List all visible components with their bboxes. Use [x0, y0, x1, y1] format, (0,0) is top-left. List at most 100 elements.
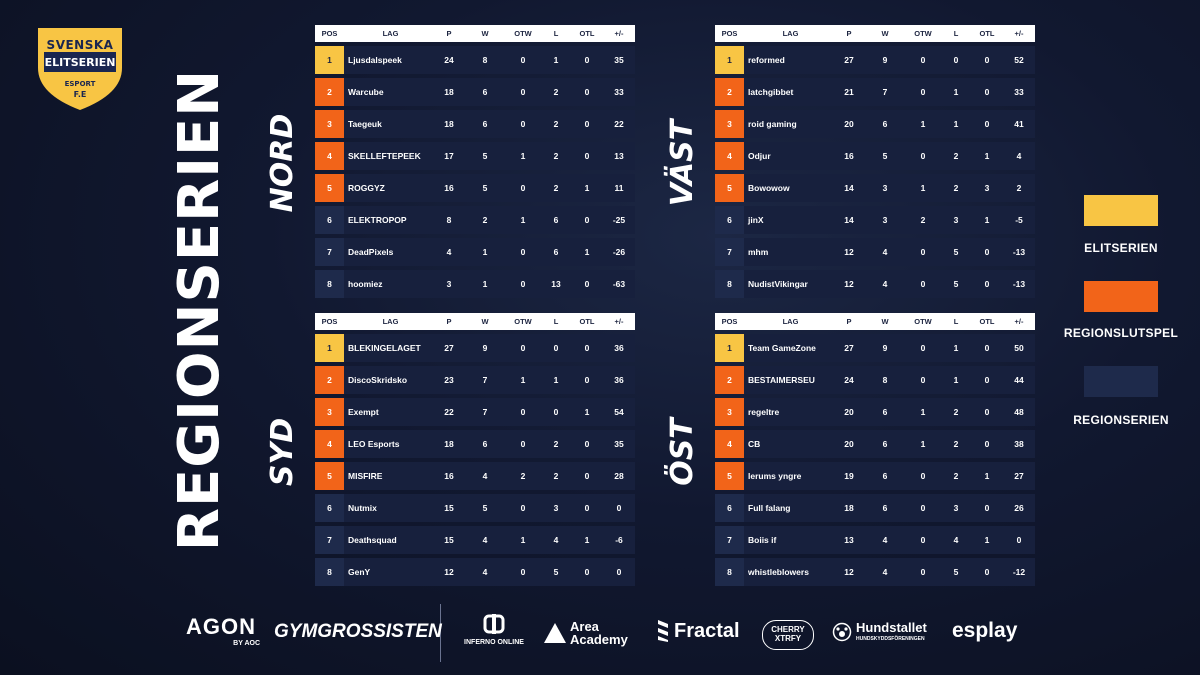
- table-row: 1 reformed 27 9 0 0 0 52: [715, 46, 1035, 74]
- cell-l: 2: [953, 471, 959, 481]
- cell-p: 3: [446, 279, 452, 289]
- cell-p: 16: [844, 151, 854, 161]
- cell-pm: 4: [1016, 151, 1022, 161]
- cell-otw: 0: [920, 279, 926, 289]
- cell-l: 0: [553, 407, 559, 417]
- sponsor-area-line1: Area: [570, 619, 599, 634]
- column-header-lag: LAG: [382, 317, 399, 326]
- cell-otw: 0: [520, 567, 526, 577]
- cell-l: 4: [553, 535, 559, 545]
- cell-w: 6: [482, 439, 488, 449]
- cell-pm: 48: [1014, 407, 1024, 417]
- cell-pos: 1: [315, 334, 344, 362]
- logo-line-1: SVENSKA: [46, 38, 114, 52]
- cell-pos: 7: [715, 526, 744, 554]
- cell-otw: 0: [920, 375, 926, 385]
- inferno-icon: [483, 614, 505, 634]
- sponsor-inferno: INFERNO ONLINE: [464, 639, 524, 646]
- team-name: Taegeuk: [348, 119, 382, 129]
- cell-otl: 0: [584, 215, 590, 225]
- cell-l: 6: [553, 247, 559, 257]
- team-name: regeltre: [748, 407, 780, 417]
- cell-pm: 33: [1014, 87, 1024, 97]
- cell-pm: -25: [612, 215, 626, 225]
- cell-pos: 5: [715, 462, 744, 490]
- cell-otw: 0: [520, 55, 526, 65]
- cell-pos: 3: [315, 398, 344, 426]
- cell-otw: 1: [520, 535, 526, 545]
- cell-otl: 1: [584, 247, 590, 257]
- cell-p: 27: [444, 343, 454, 353]
- table-row: 7 DeadPixels 4 1 0 6 1 -26: [315, 238, 635, 266]
- cell-otl: 1: [984, 535, 990, 545]
- cell-w: 6: [882, 407, 888, 417]
- cell-l: 0: [953, 55, 959, 65]
- table-header: POS LAG P W OTW L OTL +/-: [715, 25, 1035, 42]
- cell-pm: 26: [1014, 503, 1024, 513]
- table-row: 8 GenY 12 4 0 5 0 0: [315, 558, 635, 586]
- cell-p: 20: [844, 439, 854, 449]
- cell-pos: 8: [715, 558, 744, 586]
- cell-pm: -26: [612, 247, 626, 257]
- cell-otl: 0: [584, 87, 590, 97]
- cell-pos: 3: [715, 398, 744, 426]
- team-name: hoomiez: [348, 279, 383, 289]
- table-row: 2 Warcube 18 6 0 2 0 33: [315, 78, 635, 106]
- table-row: 4 SKELLEFTEPEEK 17 5 1 2 0 13: [315, 142, 635, 170]
- team-name: Odjur: [748, 151, 771, 161]
- team-name: Boiis if: [748, 535, 777, 545]
- team-name: NudistVikingar: [748, 279, 808, 289]
- team-name: reformed: [748, 55, 785, 65]
- sponsor-area-line2: Academy: [570, 632, 628, 647]
- cell-pm: 35: [614, 439, 624, 449]
- cell-pm: 0: [1016, 535, 1022, 545]
- sponsor-agon-sub: BY AOC: [233, 640, 260, 647]
- cell-pm: 0: [616, 503, 622, 513]
- cell-pos: 5: [315, 462, 344, 490]
- legend-label-regionserien: REGIONSERIEN: [1073, 413, 1169, 427]
- cell-w: 5: [482, 503, 488, 513]
- team-name: DiscoSkridsko: [348, 375, 408, 385]
- cell-p: 18: [844, 503, 854, 513]
- team-name: SKELLEFTEPEEK: [348, 151, 421, 161]
- cell-pos: 6: [315, 206, 344, 234]
- team-name: GenY: [348, 567, 371, 577]
- region-label-ost: ÖST: [665, 418, 700, 486]
- cell-pos: 8: [315, 270, 344, 298]
- cell-pm: -13: [1012, 279, 1026, 289]
- cell-otl: 0: [984, 279, 990, 289]
- cell-otl: 1: [584, 183, 590, 193]
- legend-label-regionslutspel: REGIONSLUTSPEL: [1063, 326, 1179, 340]
- table-row: 3 regeltre 20 6 1 2 0 48: [715, 398, 1035, 426]
- cell-pos: 2: [715, 78, 744, 106]
- cell-l: 13: [551, 279, 561, 289]
- table-row: 4 LEO Esports 18 6 0 2 0 35: [315, 430, 635, 458]
- cell-p: 20: [844, 407, 854, 417]
- logo-line-3: ESPORT: [64, 80, 96, 88]
- cell-p: 22: [444, 407, 454, 417]
- cell-pos: 3: [315, 110, 344, 138]
- cell-l: 1: [953, 87, 959, 97]
- cell-otl: 0: [584, 55, 590, 65]
- cell-pm: 41: [1014, 119, 1024, 129]
- team-name: mhm: [748, 247, 769, 257]
- cell-pm: 44: [1014, 375, 1024, 385]
- cell-pm: 33: [614, 87, 624, 97]
- cell-w: 1: [482, 279, 488, 289]
- cell-otw: 1: [920, 119, 926, 129]
- cell-otl: 3: [984, 183, 990, 193]
- team-name: Bowowow: [748, 183, 790, 193]
- column-header-otl: OTL: [979, 29, 995, 38]
- cell-otl: 0: [584, 343, 590, 353]
- table-row: 2 DiscoSkridsko 23 7 1 1 0 36: [315, 366, 635, 394]
- cell-l: 3: [553, 503, 559, 513]
- column-header-otl: OTL: [579, 317, 595, 326]
- cell-pm: 38: [1014, 439, 1024, 449]
- team-name: whistleblowers: [748, 567, 809, 577]
- table-row: 2 BESTAIMERSEU 24 8 0 1 0 44: [715, 366, 1035, 394]
- cell-pos: 8: [715, 270, 744, 298]
- cell-pos: 7: [715, 238, 744, 266]
- cell-otl: 1: [584, 407, 590, 417]
- cell-otw: 0: [920, 535, 926, 545]
- column-header-otw: OTW: [914, 29, 932, 38]
